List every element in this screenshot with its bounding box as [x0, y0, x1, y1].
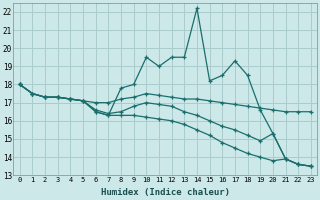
X-axis label: Humidex (Indice chaleur): Humidex (Indice chaleur) — [101, 188, 230, 197]
